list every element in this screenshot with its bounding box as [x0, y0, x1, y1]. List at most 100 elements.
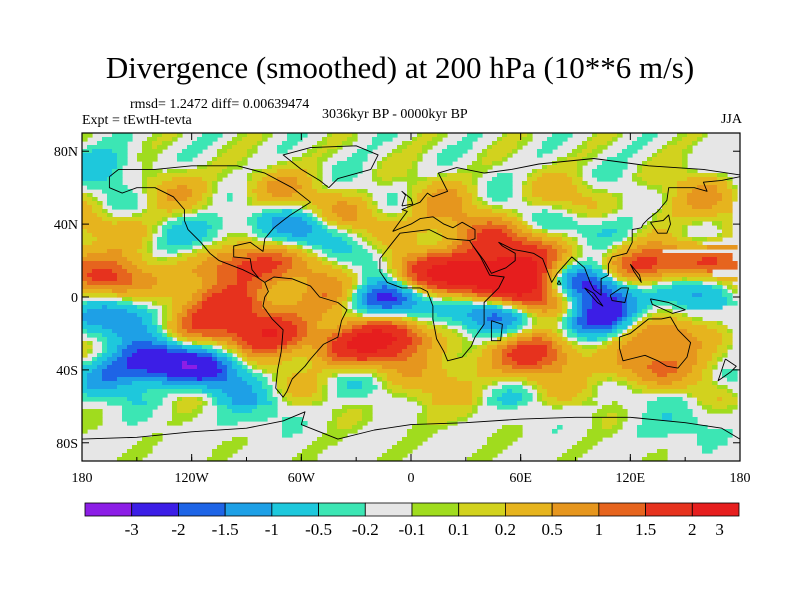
field-cell — [662, 417, 673, 422]
field-cell — [697, 441, 728, 446]
field-cell — [307, 221, 318, 226]
field-cell — [157, 137, 173, 142]
field-cell — [212, 185, 218, 190]
field-cell — [317, 389, 323, 394]
field-cell — [502, 301, 513, 306]
field-cell — [472, 409, 478, 414]
field-cell — [252, 177, 263, 182]
field-cell — [587, 337, 598, 342]
field-cell — [82, 361, 93, 366]
field-cell — [647, 161, 683, 166]
field-cell — [602, 229, 618, 234]
field-cell — [337, 201, 348, 206]
field-cell — [377, 217, 408, 222]
field-cell — [497, 137, 503, 142]
field-cell — [222, 169, 233, 174]
field-cell — [362, 417, 373, 422]
field-cell — [597, 285, 608, 290]
field-cell — [472, 405, 478, 410]
field-cell — [647, 405, 688, 410]
field-cell — [192, 189, 208, 194]
field-cell — [352, 305, 358, 310]
field-cell — [307, 233, 333, 238]
field-cell — [612, 261, 623, 266]
field-cell — [507, 341, 518, 346]
coastline — [392, 158, 740, 232]
field-cell — [332, 357, 358, 362]
field-cell — [607, 253, 613, 258]
field-cell — [687, 373, 703, 378]
field-cell — [382, 381, 388, 386]
field-cell — [627, 285, 638, 290]
field-cell — [252, 241, 278, 246]
field-cell — [82, 217, 103, 222]
field-cell — [427, 201, 463, 206]
field-cell — [447, 337, 463, 342]
field-cell — [437, 153, 463, 158]
field-cell — [207, 249, 233, 254]
field-cell — [122, 253, 143, 258]
field-cell — [132, 281, 158, 286]
field-cell — [592, 137, 613, 142]
field-cell — [112, 205, 138, 210]
field-cell — [517, 293, 523, 298]
field-cell — [197, 249, 208, 254]
field-cell — [552, 341, 558, 346]
field-cell — [147, 225, 153, 230]
field-cell — [682, 233, 688, 238]
field-cell — [637, 313, 643, 318]
field-cell — [357, 209, 373, 214]
field-cell — [352, 285, 358, 290]
field-cell — [447, 349, 463, 354]
field-cell — [287, 137, 303, 142]
field-cell — [642, 289, 658, 294]
field-cell — [572, 309, 578, 314]
field-cell — [687, 305, 723, 310]
field-cell — [217, 177, 223, 182]
field-cell — [512, 221, 523, 226]
field-cell — [242, 337, 293, 342]
field-cell — [542, 209, 548, 214]
field-cell — [597, 345, 608, 350]
field-cell — [382, 285, 388, 290]
field-cell — [277, 149, 288, 154]
field-cell — [227, 141, 238, 146]
field-cell — [682, 225, 688, 230]
field-cell — [82, 377, 88, 382]
field-cell — [377, 349, 403, 354]
field-cell — [642, 249, 663, 254]
field-cell — [587, 377, 608, 382]
field-cell — [187, 197, 203, 202]
field-cell — [412, 189, 423, 194]
field-cell — [377, 165, 383, 170]
field-cell — [357, 305, 368, 310]
field-cell — [542, 225, 633, 230]
field-cell — [387, 257, 393, 262]
field-cell — [477, 233, 508, 238]
field-cell — [297, 313, 323, 318]
field-cell — [227, 357, 233, 362]
field-cell — [597, 277, 603, 282]
field-cell — [247, 253, 283, 258]
coastline — [629, 263, 642, 283]
field-cell — [552, 161, 558, 166]
field-cell — [267, 293, 303, 298]
field-cell — [187, 349, 208, 354]
field-cell — [467, 233, 478, 238]
field-cell — [522, 293, 543, 298]
field-cell — [572, 329, 578, 334]
field-cell — [312, 153, 323, 158]
field-cell — [722, 233, 733, 238]
field-cell — [602, 261, 608, 266]
field-cell — [162, 305, 168, 310]
field-cell — [542, 393, 548, 398]
field-cell — [307, 445, 328, 450]
field-cell — [422, 149, 428, 154]
field-cell — [552, 405, 563, 410]
field-cell — [227, 165, 243, 170]
field-cell — [612, 137, 618, 142]
field-cell — [277, 229, 313, 234]
field-cell — [332, 205, 358, 210]
field-cell — [147, 241, 153, 246]
field-cell — [207, 165, 228, 170]
